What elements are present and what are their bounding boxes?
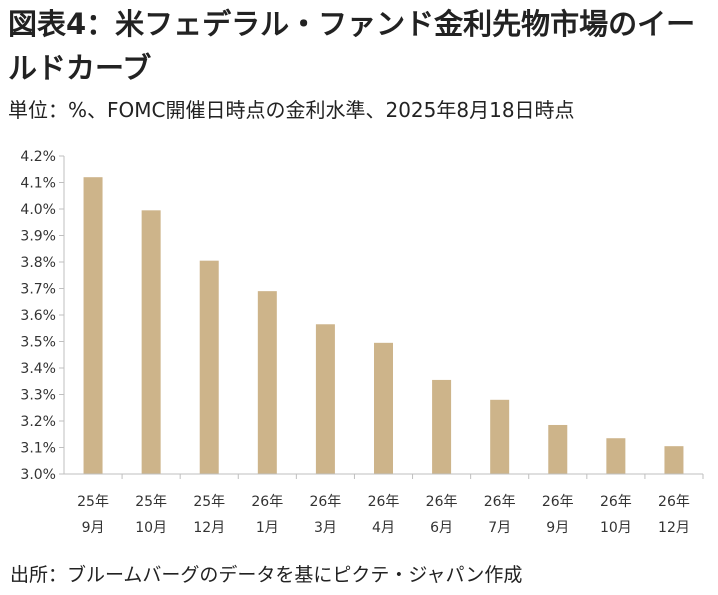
x-tick-label-month: 10月 xyxy=(600,520,632,536)
x-tick-label-year: 26年 xyxy=(658,494,690,510)
x-tick-label-month: 10月 xyxy=(135,520,167,536)
y-tick-label: 3.7% xyxy=(20,282,56,298)
bar xyxy=(199,260,219,474)
y-tick-label: 4.2% xyxy=(20,149,56,165)
y-tick-label: 3.8% xyxy=(20,255,56,271)
x-tick-label-year: 26年 xyxy=(368,494,400,510)
bar xyxy=(83,177,103,474)
bar xyxy=(432,379,452,474)
bar xyxy=(257,291,277,474)
y-tick-label: 3.0% xyxy=(20,467,56,483)
x-tick-label-year: 26年 xyxy=(426,494,458,510)
x-tick-label-month: 12月 xyxy=(193,520,225,536)
x-tick-label-month: 9月 xyxy=(82,520,105,536)
y-tick-label: 3.6% xyxy=(20,308,56,324)
x-tick-label-year: 25年 xyxy=(135,494,167,510)
chart-title: 図表4：米フェデラル・ファンド金利先物市場のイールドカーブ xyxy=(8,7,696,85)
y-tick-label: 3.2% xyxy=(20,414,56,430)
x-tick-label-month: 3月 xyxy=(314,520,337,536)
y-tick-label: 3.4% xyxy=(20,361,56,377)
x-axis: 25年 9月 25年 10月 25年 12月 26年 1月 26年 3月 26年 4月 26年 6月 26年… xyxy=(64,473,704,536)
x-tick-label-year: 25年 xyxy=(193,494,225,510)
x-tick-label-month: 1月 xyxy=(256,520,279,536)
x-tick-label-year: 26年 xyxy=(309,494,341,510)
bar xyxy=(374,342,393,474)
bars xyxy=(83,177,684,474)
source-note: 出所：ブルームバーグのデータを基にピクテ・ジャパン作成 xyxy=(10,564,523,586)
bar xyxy=(606,438,626,474)
y-tick-label: 3.3% xyxy=(20,388,56,404)
bar xyxy=(548,424,568,474)
bar xyxy=(141,210,161,474)
bar xyxy=(664,446,684,474)
x-tick-label-month: 6月 xyxy=(430,520,453,536)
x-tick-label-year: 25年 xyxy=(77,494,109,510)
y-tick-label: 4.0% xyxy=(20,202,56,218)
y-tick-label: 3.1% xyxy=(20,441,56,457)
x-tick-label-year: 26年 xyxy=(251,494,283,510)
y-tick-label: 4.1% xyxy=(20,176,56,192)
bar xyxy=(315,324,335,474)
x-tick-label-month: 7月 xyxy=(488,520,511,536)
x-tick-label-year: 26年 xyxy=(600,494,632,510)
x-tick-label-month: 12月 xyxy=(658,520,690,536)
bar-chart: 4.2% 4.1% 4.0% 3.9% 3.8% 3.7% 3.6% 3.5% 3.4% 3.3%… xyxy=(20,149,704,536)
y-axis: 4.2% 4.1% 4.0% 3.9% 3.8% 3.7% 3.6% 3.5% 3.4% 3.3%… xyxy=(20,149,65,483)
y-tick-label: 3.5% xyxy=(20,335,56,351)
x-tick-label-year: 26年 xyxy=(484,494,516,510)
y-tick-label: 3.9% xyxy=(20,229,56,245)
bar xyxy=(490,399,510,474)
x-tick-label-month: 4月 xyxy=(372,520,395,536)
chart-subtitle: 単位：%、FOMC開催日時点の金利水準、2025年8月18日時点 xyxy=(8,98,575,122)
x-tick-label-year: 26年 xyxy=(542,494,574,510)
x-tick-label-month: 9月 xyxy=(546,520,569,536)
